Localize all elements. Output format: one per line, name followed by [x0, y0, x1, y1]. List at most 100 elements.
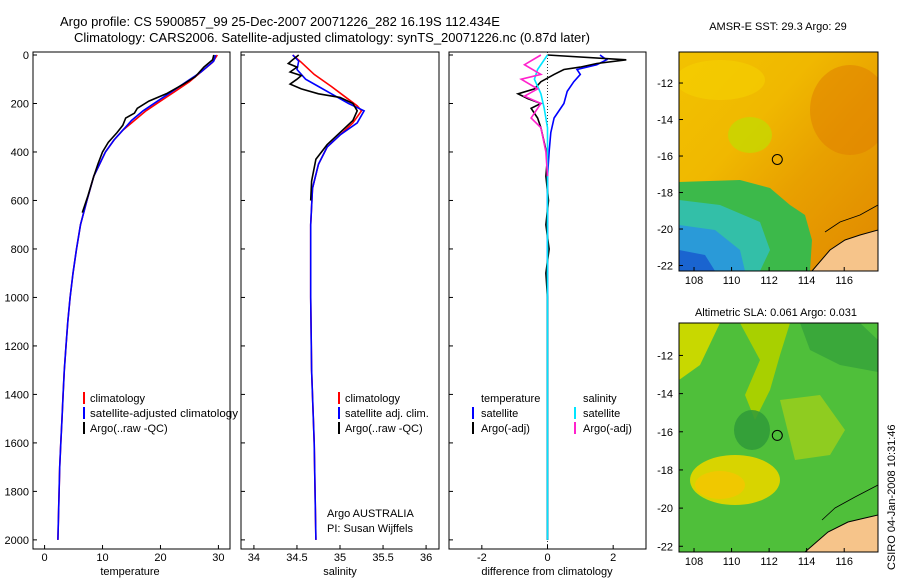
x-tick-label: 34	[248, 552, 260, 564]
temperature-axes-box	[32, 51, 231, 550]
sst-lime-patch	[728, 117, 772, 153]
legend-sal-satellite: satellite adj. clim.	[345, 408, 429, 420]
map-y-tick-label: -20	[657, 503, 673, 515]
temperature-legend: climatology satellite-adjusted climatolo…	[83, 392, 239, 435]
legend-diff-salinity-header: salinity	[583, 393, 617, 405]
pi-label: PI: Susan Wijffels	[327, 523, 413, 535]
sst-map-ticks: 108 110 112 114 116 -12 -14 -16 -18 -20 -22	[657, 78, 853, 287]
y-tick-label: 1200	[5, 341, 29, 353]
legend-climatology: climatology	[90, 393, 146, 405]
legend-sal-climatology: climatology	[345, 393, 401, 405]
sst-deepblue-region	[679, 250, 715, 271]
sla-map-panel: Altimetric SLA: 0.061 Argo: 0.031 108 110…	[657, 307, 879, 568]
x-tick-label: 20	[154, 552, 166, 564]
sst-coastline	[824, 204, 878, 233]
salinity-axes-box	[240, 51, 440, 550]
temperature-lines	[57, 54, 218, 540]
legend-diff-temp-argo: Argo(-adj)	[481, 423, 530, 435]
map-y-tick-label: -16	[657, 427, 673, 439]
map-x-tick-label: 114	[798, 275, 816, 287]
legend-argo: Argo(..raw -QC)	[90, 423, 168, 435]
difference-lines	[515, 54, 627, 540]
x-tick-label: 0	[42, 552, 48, 564]
map-y-tick-label: -12	[657, 78, 673, 90]
y-tick-label: 200	[11, 98, 29, 110]
x-tick-label: 36	[420, 552, 432, 564]
temperature-panel: 0 10 20 30 0 200 400 600 800 1000 1200 1400 1600 1800…	[5, 50, 239, 578]
y-tick-label: 600	[11, 195, 29, 207]
map-y-tick-label: -18	[657, 465, 673, 477]
map-x-tick-label: 114	[798, 556, 816, 568]
map-y-tick-label: -18	[657, 188, 673, 200]
sst-map-field	[679, 52, 878, 271]
x-tick-label: 0	[544, 552, 550, 564]
x-tick-label: 35	[334, 552, 346, 564]
sst-yellow-patch	[679, 60, 765, 100]
map-y-tick-label: -22	[657, 541, 673, 553]
y-tick-label: 1400	[5, 389, 29, 401]
map-y-tick-label: -14	[657, 115, 673, 127]
map-y-tick-label: -14	[657, 389, 673, 401]
sla-dark-green-patch	[734, 410, 770, 450]
sla-map-field	[679, 323, 878, 552]
salinity-panel: 34 34.5 35 35.5 36 salinity climatology sate…	[240, 51, 440, 578]
sla-land	[804, 514, 878, 552]
salinity-ticks: 34 34.5 35 35.5 36	[241, 54, 432, 564]
sla-orange-patch	[695, 471, 745, 499]
difference-panel: -2 0 2 difference from climatology tempera…	[448, 51, 647, 578]
map-x-tick-label: 112	[760, 556, 778, 568]
x-tick-label: 34.5	[286, 552, 307, 564]
legend-sal-argo: Argo(..raw -QC)	[345, 423, 423, 435]
map-x-tick-label: 108	[685, 275, 703, 287]
salinity-lines	[286, 54, 366, 540]
map-y-tick-label: -16	[657, 151, 673, 163]
map-y-tick-label: -12	[657, 350, 673, 362]
series-line-argo-raw-qc-	[286, 54, 359, 201]
y-tick-label: 400	[11, 147, 29, 159]
legend-diff-sal-argo: Argo(-adj)	[583, 423, 632, 435]
legend-diff-sal-satellite: satellite	[583, 408, 620, 420]
temperature-ticks: 0 10 20 30 0 200 400 600 800 1000 1200 1400 1600 1800…	[5, 50, 225, 564]
sla-yellow-diagonal	[740, 323, 790, 420]
map-x-tick-label: 116	[835, 556, 853, 568]
sst-warm-patch	[810, 65, 878, 155]
difference-legend: temperature satellite Argo(-adj) salinit…	[472, 393, 632, 435]
series-line-salinity-satellite	[533, 54, 549, 540]
sla-map-title: Altimetric SLA: 0.061 Argo: 0.031	[695, 307, 857, 319]
sla-dark-patch	[800, 323, 878, 372]
argo-australia-label: Argo AUSTRALIA	[327, 508, 414, 520]
figure-title-line1: Argo profile: CS 5900857_99 25-Dec-2007 …	[60, 14, 500, 29]
sst-land	[811, 229, 878, 271]
series-line-salinity-argo-adj-	[519, 54, 549, 177]
legend-diff-temp-satellite: satellite	[481, 408, 518, 420]
y-tick-label: 2000	[5, 535, 29, 547]
map-x-tick-label: 110	[723, 275, 741, 287]
y-tick-label: 1800	[5, 486, 29, 498]
sla-coastline	[821, 484, 878, 521]
sla-yellow-topleft	[679, 323, 720, 380]
map-x-tick-label: 110	[723, 556, 741, 568]
x-tick-label: 2	[610, 552, 616, 564]
sla-argo-marker	[771, 429, 783, 441]
series-line-argo-raw-qc-	[81, 54, 215, 213]
y-tick-label: 1600	[5, 438, 29, 450]
sst-argo-marker	[771, 154, 783, 165]
difference-ticks: -2 0 2	[449, 54, 616, 564]
map-x-tick-label: 116	[835, 275, 853, 287]
sla-map-ticks: 108 110 112 114 116 -12 -14 -16 -18 -20 -22	[657, 350, 853, 568]
map-x-tick-label: 108	[685, 556, 703, 568]
salinity-legend: climatology satellite adj. clim. Argo(..…	[338, 392, 429, 435]
x-tick-label: 30	[212, 552, 224, 564]
sla-map-frame	[678, 322, 879, 553]
map-y-tick-label: -20	[657, 224, 673, 236]
salinity-xlabel: salinity	[323, 566, 357, 578]
map-x-tick-label: 112	[760, 275, 778, 287]
series-line-satellite-adjusted-climatology	[57, 54, 217, 540]
map-y-tick-label: -22	[657, 261, 673, 273]
x-tick-label: -2	[477, 552, 487, 564]
y-tick-label: 1000	[5, 292, 29, 304]
figure-title-line2: Climatology: CARS2006. Satellite-adjuste…	[74, 30, 590, 45]
sst-map-panel: AMSR-E SST: 29.3 Argo: 29 108 110 112 114 11…	[657, 21, 879, 287]
x-tick-label: 35.5	[372, 552, 393, 564]
